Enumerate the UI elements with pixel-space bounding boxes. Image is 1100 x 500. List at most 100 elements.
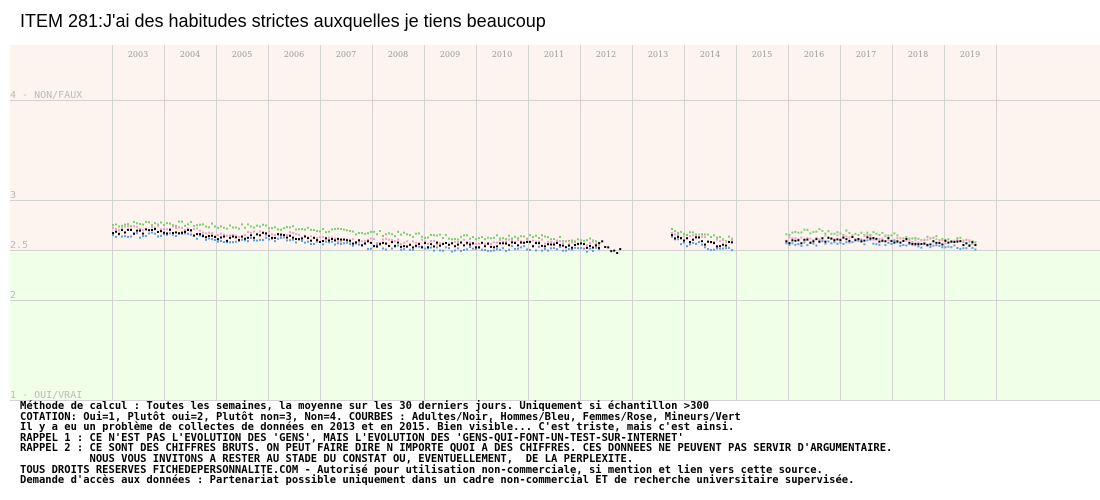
x-tick-label: 2008 [388,50,408,59]
data-point [857,239,860,242]
data-point [334,228,336,231]
data-point [235,226,237,229]
data-point [457,240,459,243]
data-point [256,233,258,236]
data-point [208,231,210,234]
data-point [592,246,594,249]
data-point [235,240,237,243]
data-point [490,249,492,252]
data-point [466,243,468,246]
data-point [127,228,129,231]
data-point [926,238,929,241]
data-point [382,234,384,237]
data-point [574,240,576,243]
data-point [199,223,201,226]
data-point [562,249,564,252]
data-point [797,239,800,242]
data-point [481,248,483,251]
data-point [157,235,159,238]
data-point [316,240,318,243]
data-point [154,228,156,231]
data-point [277,237,279,240]
data-point [385,248,387,251]
data-point [914,244,917,247]
y-tick-label: 2.5 [10,240,28,251]
data-point [583,247,585,250]
data-point [130,235,132,238]
data-point [571,246,573,249]
data-point [523,241,525,244]
data-point [929,243,932,246]
data-point [304,235,306,238]
data-point [439,249,441,252]
data-point [707,233,709,236]
data-point [899,237,902,240]
data-point [698,233,700,236]
data-point [439,244,441,247]
data-point [253,226,255,229]
data-point [190,229,192,232]
data-point [872,238,875,241]
data-point [112,226,114,229]
x-tick-label: 2015 [752,50,772,59]
data-point [469,237,471,240]
data-point [794,243,797,246]
data-point [274,236,276,239]
y-tick-label: 3 [10,190,16,201]
data-point [115,235,117,238]
data-point [268,238,270,241]
data-point [845,235,848,238]
data-point [382,238,384,241]
data-point [265,224,267,227]
data-point [511,245,513,248]
data-point [385,237,387,240]
data-point [968,240,971,243]
data-point [454,238,456,241]
data-point [181,231,183,234]
data-point [292,238,294,241]
data-point [385,242,387,245]
data-point [286,236,288,239]
data-point [430,240,432,243]
data-point [878,240,881,243]
data-point [839,239,842,242]
data-point [313,242,315,245]
y-tick-label: 2 [10,290,16,301]
data-point [316,230,318,233]
data-point [857,233,860,236]
data-point [376,243,378,246]
data-point [199,234,201,237]
data-point [821,229,824,232]
data-point [358,239,360,242]
data-point [692,238,694,241]
data-point [508,248,510,251]
data-point [391,233,393,236]
data-point [460,235,462,238]
data-point [965,238,968,241]
data-point [845,238,848,241]
data-point [908,241,911,244]
data-point [391,239,393,242]
data-point [469,243,471,246]
data-point [382,247,384,250]
data-point [415,232,417,235]
data-point [689,241,691,244]
data-point [349,239,351,242]
data-point [674,233,676,236]
data-point [671,235,673,238]
data-point [148,221,150,224]
data-point [505,237,507,240]
data-point [181,232,183,235]
data-point [833,238,836,241]
data-point [686,245,688,248]
data-point [550,247,552,250]
data-point [809,232,812,235]
x-tick-label: 2011 [544,50,564,59]
data-point [962,239,965,242]
data-point [884,235,887,238]
data-point [499,237,501,240]
data-point [277,228,279,231]
data-point [271,233,273,236]
data-point [493,246,495,249]
